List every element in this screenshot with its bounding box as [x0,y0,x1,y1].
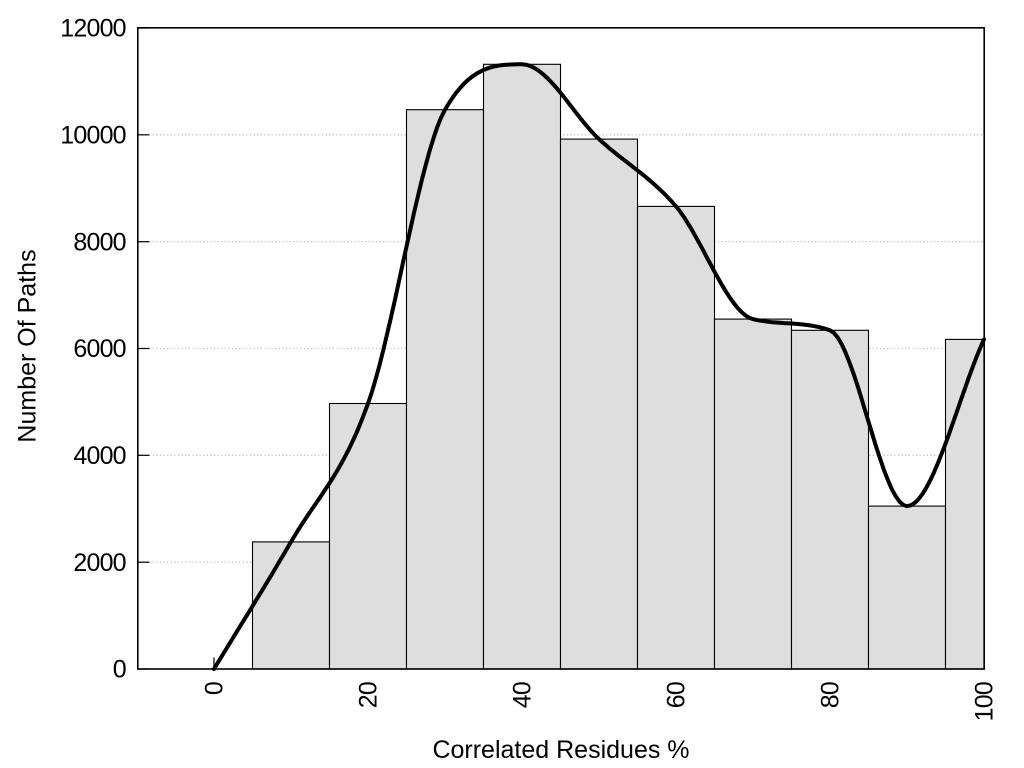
svg-text:100: 100 [971,682,999,721]
svg-text:12000: 12000 [60,15,126,43]
svg-text:Number Of Paths: Number Of Paths [14,249,42,442]
svg-text:6000: 6000 [73,335,125,363]
svg-text:Correlated Residues %: Correlated Residues % [432,736,689,764]
svg-text:60: 60 [663,682,691,708]
svg-text:20: 20 [355,682,383,708]
svg-text:8000: 8000 [73,228,125,256]
svg-text:0: 0 [113,656,126,684]
svg-text:2000: 2000 [73,549,125,577]
svg-text:80: 80 [817,682,845,708]
svg-text:4000: 4000 [73,442,125,470]
svg-text:0: 0 [201,682,229,695]
svg-text:40: 40 [509,682,537,708]
svg-text:10000: 10000 [60,121,126,149]
